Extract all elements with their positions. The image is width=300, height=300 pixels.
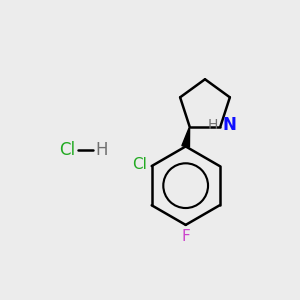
Text: H: H bbox=[208, 118, 218, 132]
Text: N: N bbox=[223, 116, 237, 134]
Text: F: F bbox=[181, 230, 190, 244]
Text: Cl: Cl bbox=[60, 141, 76, 159]
Polygon shape bbox=[182, 127, 190, 147]
Text: H: H bbox=[95, 141, 107, 159]
Text: Cl: Cl bbox=[132, 157, 147, 172]
